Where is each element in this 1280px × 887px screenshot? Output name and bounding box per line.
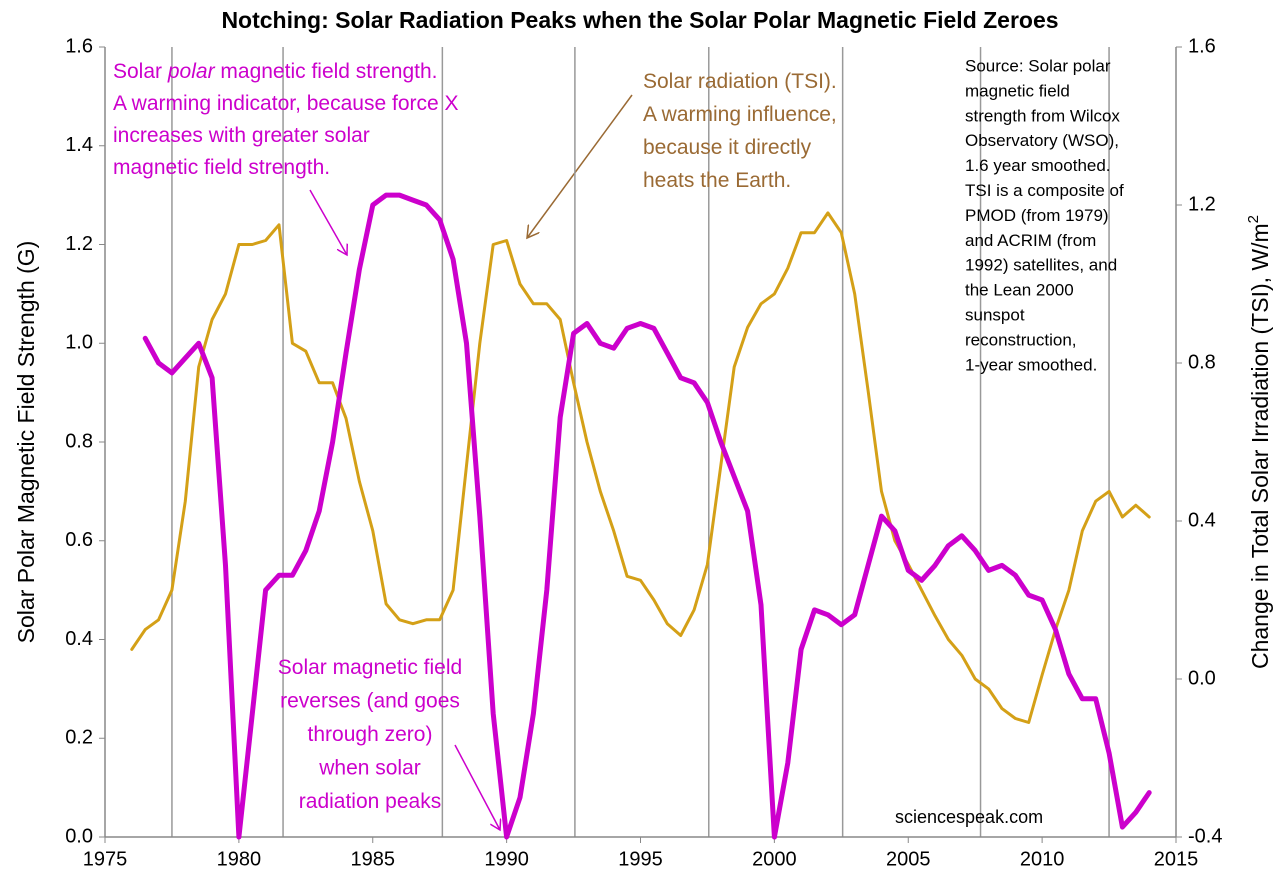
series-line [130,211,1151,724]
y2-axis-label-sup: 2 [1245,215,1262,223]
annotation-text: A warming influence, [643,103,837,126]
y-tick-label: 1.2 [65,233,93,255]
annotation-text: A warming indicator, because force X [113,92,459,115]
arrow [309,189,347,255]
y-tick-label: 1.4 [65,134,93,156]
source-note: strength from Wilcox [965,106,1120,125]
chart-title: Notching: Solar Radiation Peaks when the… [221,7,1058,33]
y-tick-label: 1.6 [65,35,93,57]
y2-tick-label: 1.6 [1188,35,1216,57]
y2-tick-label: -0.4 [1188,825,1222,847]
annotation: A warming indicator, because force X [113,92,459,115]
y-tick-label: 1.0 [65,332,93,354]
annotation-text: Solar radiation (TSI). [643,70,837,93]
arrow [454,744,500,830]
source-note: magnetic field [965,81,1070,100]
source-note: and ACRIM (from [965,231,1096,250]
source-note: 1-year smoothed. [965,355,1097,374]
x-tick-label: 1975 [83,848,128,870]
annotation: Solar radiation (TSI). [643,70,837,93]
annotation-text: Solar [113,60,168,83]
y-tick-label: 0.6 [65,529,93,551]
source-note: Observatory (WSO), [965,131,1119,150]
x-tick-label: 2010 [1020,848,1065,870]
y2-axis-label-text: Change in Total Solar Irradiation (TSI),… [1247,223,1273,669]
y-tick-label: 0.4 [65,628,93,650]
source-note: Source: Solar polar [965,56,1111,75]
x-tick-label: 2000 [752,848,797,870]
annotation: radiation peaks [299,790,441,813]
y-tick-label: 0.0 [65,825,93,847]
x-tick-label: 2005 [886,848,931,870]
annotation: increases with greater solar [113,124,370,147]
annotation: reverses (and goes [280,689,460,712]
source-note: 1992) satellites, and [965,256,1117,275]
source-note: sunspot [965,305,1025,324]
annotation: Solar magnetic field [278,656,462,679]
annotation: A warming influence, [643,103,837,126]
x-tick-label: 1985 [351,848,396,870]
y-tick-label: 0.2 [65,727,93,749]
series-line [142,192,1152,840]
annotation: Solar polar magnetic field strength. [113,60,438,83]
source-note: 1.6 year smoothed. [965,156,1111,175]
annotation-text: magnetic field strength. [113,156,330,179]
x-tick-label: 1995 [618,848,663,870]
annotation: magnetic field strength. [113,156,330,179]
annotation: heats the Earth. [643,169,791,192]
y2-tick-label: 0.4 [1188,509,1216,531]
annotation-text: because it directly [643,136,812,159]
annotation-text: radiation peaks [299,790,441,813]
watermark: sciencespeak.com [895,807,1043,827]
annotation-text: Solar magnetic field [278,656,462,679]
annotation: when solar [318,756,421,779]
annotation-text: polar [167,60,216,83]
annotation-text: heats the Earth. [643,169,791,192]
annotation: because it directly [643,136,812,159]
x-tick-label: 1990 [484,848,529,870]
arrow [527,94,633,238]
y2-tick-label: 1.2 [1188,193,1216,215]
y2-axis-label: Change in Total Solar Irradiation (TSI),… [1245,215,1273,669]
annotation-text: through zero) [308,723,433,746]
source-note: reconstruction, [965,330,1077,349]
y-axis-label: Solar Polar Magnetic Field Strength (G) [13,241,39,644]
annotation-text: magnetic field strength. [215,60,438,83]
annotation: through zero) [308,723,433,746]
annotation-text: when solar [318,756,421,779]
source-note: PMOD (from 1979) [965,206,1109,225]
source-note: the Lean 2000 [965,281,1074,300]
source-note: TSI is a composite of [965,181,1124,200]
x-tick-label: 1980 [217,848,262,870]
y2-tick-label: 0.0 [1188,667,1216,689]
x-tick-label: 2015 [1154,848,1199,870]
annotation-text: reverses (and goes [280,689,460,712]
y-tick-label: 0.8 [65,430,93,452]
annotation-text: increases with greater solar [113,124,370,147]
y2-tick-label: 0.8 [1188,351,1216,373]
